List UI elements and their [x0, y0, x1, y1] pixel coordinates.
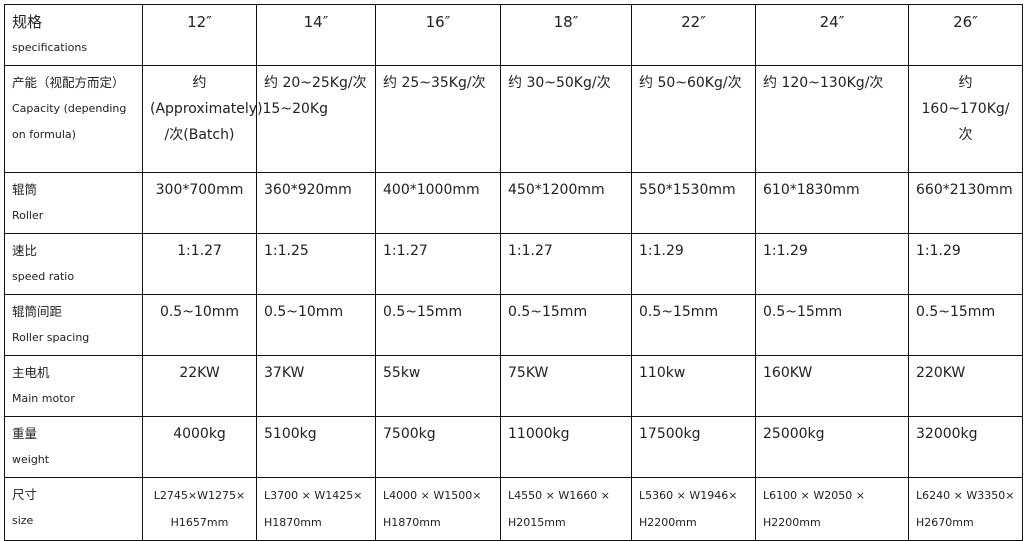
row-label: 尺寸 size	[4, 477, 143, 541]
column-header: 22″	[631, 4, 756, 66]
table-cell: 220KW	[908, 355, 1023, 417]
table-cell: L4000 × W1500× H1870mm	[375, 477, 501, 541]
row-label: 规格 specifications	[4, 4, 143, 66]
table-row: 辊筒 Roller 300*700mm 360*920mm 400*1000mm 450*…	[4, 172, 1023, 234]
table-cell: 300*700mm	[142, 172, 257, 234]
table-cell: 75KW	[500, 355, 632, 417]
column-header: 14″	[256, 4, 376, 66]
table-cell: 1:1.29	[908, 233, 1023, 295]
table-cell: 1:1.29	[631, 233, 756, 295]
table-cell: L4550 × W1660 × H2015mm	[500, 477, 632, 541]
table-cell: 160KW	[755, 355, 909, 417]
label-zh: 重量	[12, 426, 38, 441]
table-cell: 25000kg	[755, 416, 909, 478]
table-row: 主电机 Main motor 22KW 37KW 55kw 75KW 110kw 160KW 2…	[4, 355, 1023, 417]
table-cell: 400*1000mm	[375, 172, 501, 234]
table-cell: 约 (Approximately)15~20Kg /次(Batch)	[142, 65, 328, 173]
table-cell: 1:1.27	[500, 233, 632, 295]
table-cell: L2745×W1275× H1657mm	[142, 477, 257, 541]
table-cell: 约 20~25Kg/次	[256, 65, 376, 173]
table-cell: 450*1200mm	[500, 172, 632, 234]
table-cell: 约 50~60Kg/次	[631, 65, 756, 173]
table-cell: 0.5~15mm	[631, 294, 756, 356]
label-en: speed ratio	[12, 270, 75, 283]
label-en: weight	[12, 453, 50, 466]
label-zh: 辊筒间距	[12, 304, 63, 319]
label-zh: 尺寸	[12, 487, 38, 502]
row-label: 辊筒间距 Roller spacing	[4, 294, 143, 356]
column-header: 12″	[142, 4, 257, 66]
table-cell: 约 120~130Kg/次	[755, 65, 909, 173]
label-en: Roller spacing	[12, 331, 90, 344]
table-cell: 约 25~35Kg/次	[375, 65, 501, 173]
row-label: 辊筒 Roller	[4, 172, 143, 234]
table-cell: 1:1.29	[755, 233, 909, 295]
table-cell: 1:1.25	[256, 233, 376, 295]
table-row: 产能（视配方而定） Capacity (depending on formula)…	[4, 65, 1023, 173]
table-row: 辊筒间距 Roller spacing 0.5~10mm 0.5~10mm 0.5~15…	[4, 294, 1023, 356]
table-cell: 22KW	[142, 355, 257, 417]
table-cell: L5360 × W1946× H2200mm	[631, 477, 756, 541]
column-header: 26″	[908, 4, 1023, 66]
table-cell: L6100 × W2050 × H2200mm	[755, 477, 909, 541]
table-cell: 1:1.27	[375, 233, 501, 295]
table-cell: L6240 × W3350× H2670mm	[908, 477, 1023, 541]
table-row: 速比 speed ratio 1:1.27 1:1.25 1:1.27 1:1.27 1:1…	[4, 233, 1023, 295]
label-zh: 规格	[12, 13, 43, 31]
table-cell: 约 160~170Kg/次	[908, 65, 1023, 173]
row-label: 重量 weight	[4, 416, 143, 478]
table-row: 规格 specifications 12″ 14″ 16″ 18″ 22″ 24″ 26″	[4, 4, 1023, 66]
column-header: 18″	[500, 4, 632, 66]
table-row: 重量 weight 4000kg 5100kg 7500kg 11000kg 17500kg…	[4, 416, 1023, 478]
table-cell: L3700 × W1425× H1870mm	[256, 477, 376, 541]
label-en: size	[12, 514, 34, 527]
table-cell: 7500kg	[375, 416, 501, 478]
column-header: 24″	[755, 4, 909, 66]
label-en: Main motor	[12, 392, 75, 405]
table-cell: 110kw	[631, 355, 756, 417]
table-cell: 610*1830mm	[755, 172, 909, 234]
table-cell: 11000kg	[500, 416, 632, 478]
spec-table: 规格 specifications 12″ 14″ 16″ 18″ 22″ 24″ 26″ 产能（…	[4, 4, 1023, 541]
table-cell: 660*2130mm	[908, 172, 1023, 234]
label-zh: 产能（视配方而定）	[12, 75, 125, 90]
table-cell: 0.5~15mm	[500, 294, 632, 356]
table-cell: 约 30~50Kg/次	[500, 65, 632, 173]
label-en: specifications	[12, 41, 88, 54]
column-header: 16″	[375, 4, 501, 66]
label-zh: 速比	[12, 243, 38, 258]
table-cell: 360*920mm	[256, 172, 376, 234]
table-cell: 550*1530mm	[631, 172, 756, 234]
row-label: 主电机 Main motor	[4, 355, 143, 417]
table-cell: 37KW	[256, 355, 376, 417]
row-label: 产能（视配方而定） Capacity (depending on formula)	[4, 65, 143, 173]
table-cell: 32000kg	[908, 416, 1023, 478]
table-cell: 55kw	[375, 355, 501, 417]
label-zh: 主电机	[12, 365, 50, 380]
table-row: 尺寸 size L2745×W1275× H1657mm L3700 × W1425×…	[4, 477, 1023, 541]
table-cell: 0.5~10mm	[142, 294, 257, 356]
label-en: Roller	[12, 209, 44, 222]
table-cell: 5100kg	[256, 416, 376, 478]
table-cell: 1:1.27	[142, 233, 257, 295]
table-cell: 4000kg	[142, 416, 257, 478]
table-cell: 17500kg	[631, 416, 756, 478]
label-en: Capacity (depending on formula)	[12, 102, 127, 141]
table-cell: 0.5~10mm	[256, 294, 376, 356]
label-zh: 辊筒	[12, 182, 38, 197]
table-cell: 0.5~15mm	[908, 294, 1023, 356]
table-cell: 0.5~15mm	[755, 294, 909, 356]
table-cell: 0.5~15mm	[375, 294, 501, 356]
row-label: 速比 speed ratio	[4, 233, 143, 295]
